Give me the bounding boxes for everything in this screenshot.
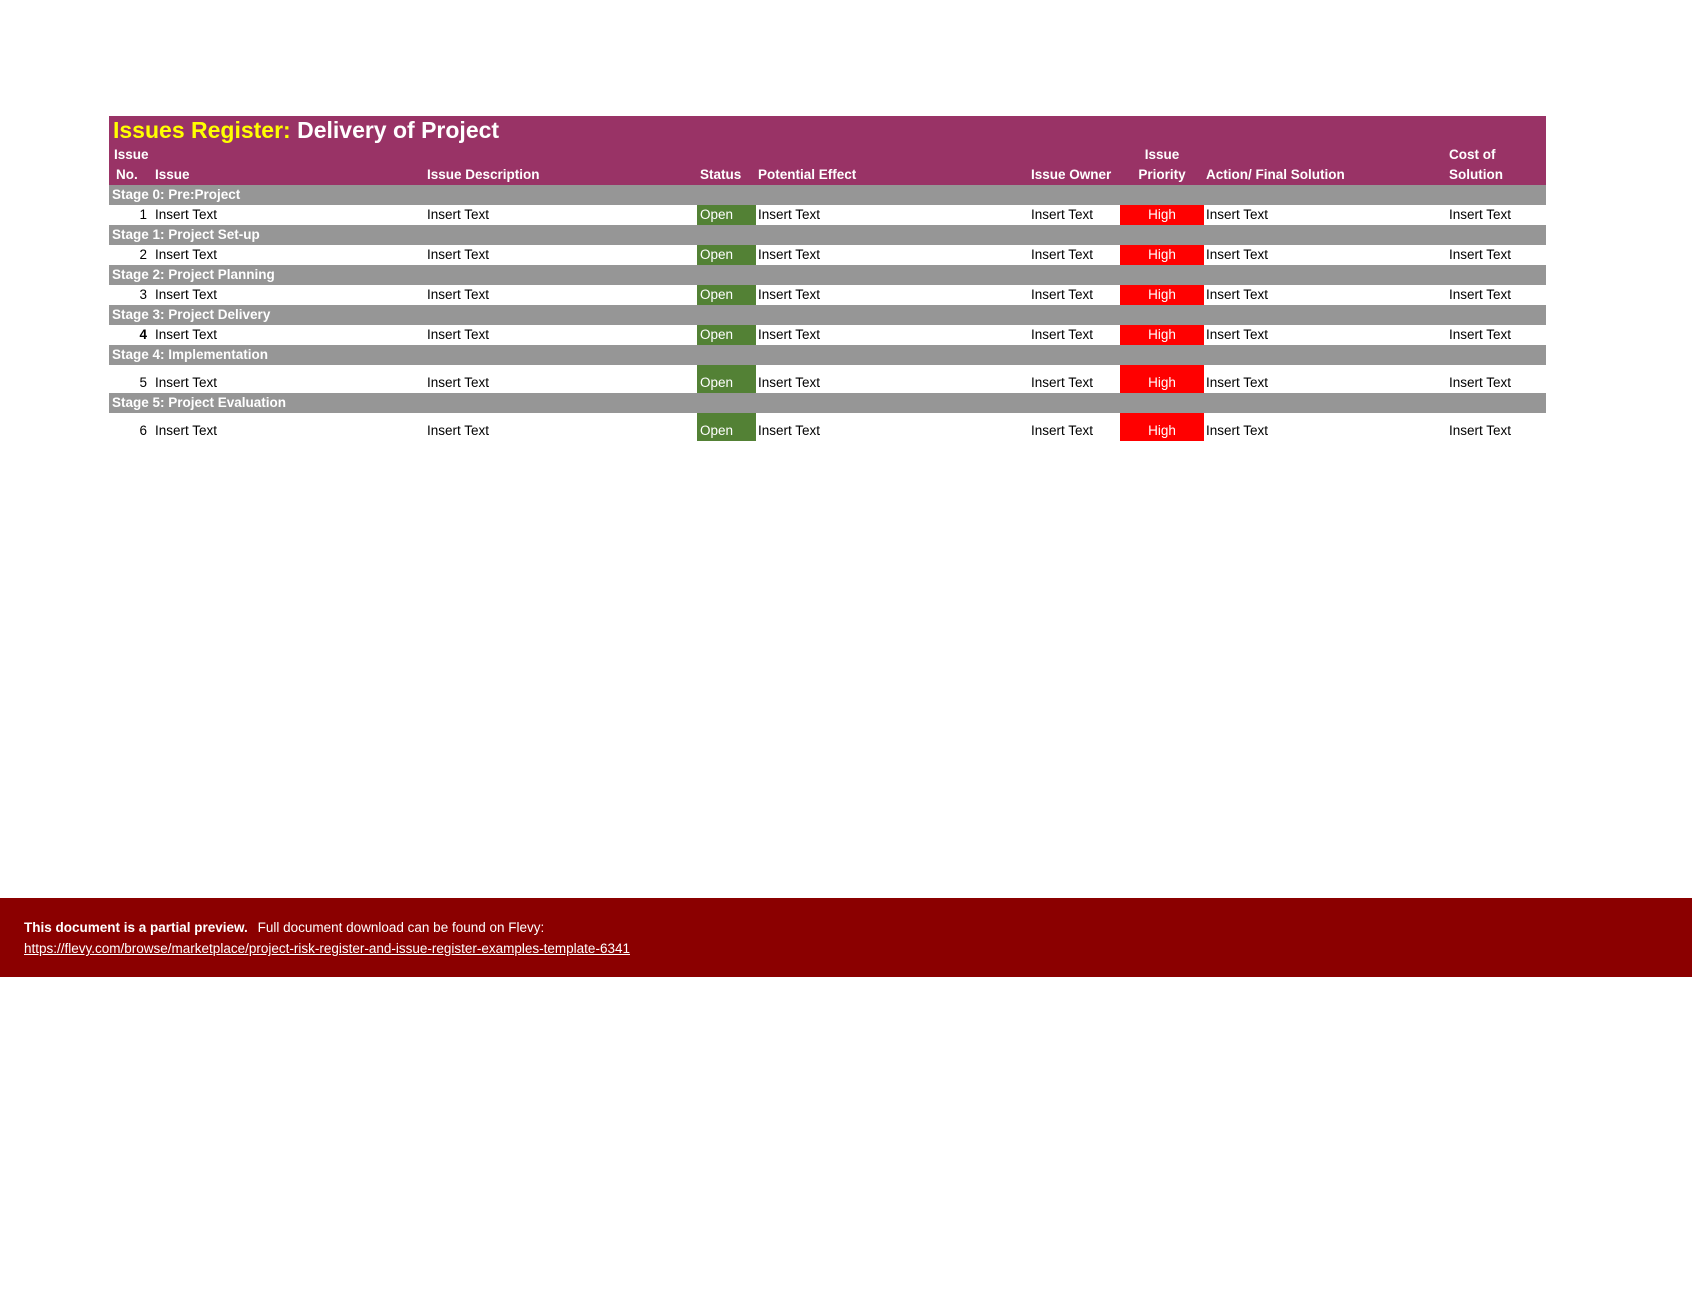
action-cell[interactable]: Insert Text (1206, 375, 1269, 390)
owner-cell[interactable]: Insert Text (1031, 287, 1094, 302)
table-row: 4 Insert Text Insert Text Open Insert Te… (109, 325, 1546, 345)
status-cell[interactable]: Open (697, 365, 756, 393)
description-cell[interactable]: Insert Text (427, 375, 490, 390)
cost-cell[interactable]: Insert Text (1449, 287, 1512, 302)
description-cell[interactable]: Insert Text (427, 287, 490, 302)
table-row: 6 Insert Text Insert Text Open Insert Te… (109, 413, 1546, 441)
status-text: Open (700, 375, 734, 390)
header-cost-of-solution: Cost of Solution (1449, 147, 1503, 182)
description-cell[interactable]: Insert Text (427, 207, 490, 222)
header-issue-priority: Issue Priority (1138, 147, 1186, 182)
cost-cell[interactable]: Insert Text (1449, 207, 1512, 222)
issue-no-cell: 2 (139, 247, 147, 262)
header-action-final-solution: Action/ Final Solution (1206, 167, 1345, 182)
preview-banner: This document is a partial preview. Full… (0, 898, 1692, 977)
priority-cell[interactable]: High (1120, 245, 1204, 265)
effect-cell[interactable]: Insert Text (758, 327, 821, 342)
cost-cell[interactable]: Insert Text (1449, 247, 1512, 262)
status-cell[interactable]: Open (697, 205, 756, 225)
header-status: Status (700, 167, 742, 182)
title-accent: Issues Register: (113, 117, 291, 143)
effect-cell[interactable]: Insert Text (758, 247, 821, 262)
owner-cell[interactable]: Insert Text (1031, 327, 1094, 342)
stage-row: Stage 0: Pre:Project (109, 185, 1546, 205)
cost-cell[interactable]: Insert Text (1449, 423, 1512, 438)
priority-cell[interactable]: High (1120, 365, 1204, 393)
table-row: 5 Insert Text Insert Text Open Insert Te… (109, 365, 1546, 393)
preview-notice-bold: This document is a partial preview. (24, 920, 248, 935)
priority-cell[interactable]: High (1120, 205, 1204, 225)
stage-row: Stage 4: Implementation (109, 345, 1546, 365)
preview-notice-text: Full document download can be found on F… (257, 920, 545, 935)
owner-cell[interactable]: Insert Text (1031, 375, 1094, 390)
column-header-row: Issue No. Issue Issue Description Status… (109, 145, 1546, 185)
issue-no-cell: 5 (139, 375, 147, 390)
table-row: 2 Insert Text Insert Text Open Insert Te… (109, 245, 1546, 265)
table-row: 3 Insert Text Insert Text Open Insert Te… (109, 285, 1546, 305)
description-cell[interactable]: Insert Text (427, 423, 490, 438)
stage-row: Stage 2: Project Planning (109, 265, 1546, 285)
status-cell[interactable]: Open (697, 325, 756, 345)
issues-register-table: Issues Register: Delivery of Project Iss… (109, 116, 1546, 441)
issue-cell[interactable]: Insert Text (155, 287, 218, 302)
table-row: 1 Insert Text Insert Text Open Insert Te… (109, 205, 1546, 225)
action-cell[interactable]: Insert Text (1206, 423, 1269, 438)
effect-cell[interactable]: Insert Text (758, 207, 821, 222)
stage-row: Stage 3: Project Delivery (109, 305, 1546, 325)
header-issue: Issue (155, 167, 190, 182)
effect-cell[interactable]: Insert Text (758, 287, 821, 302)
issue-cell[interactable]: Insert Text (155, 207, 218, 222)
owner-cell[interactable]: Insert Text (1031, 423, 1094, 438)
priority-cell[interactable]: High (1120, 285, 1204, 305)
priority-text: High (1148, 375, 1176, 390)
issue-no-cell: 6 (139, 423, 147, 438)
status-text: Open (700, 423, 734, 438)
header-potential-effect: Potential Effect (758, 167, 857, 182)
header-issue-owner: Issue Owner (1031, 167, 1112, 182)
priority-cell[interactable]: High (1120, 413, 1204, 441)
description-cell[interactable]: Insert Text (427, 327, 490, 342)
header-issue-no: Issue No. (114, 147, 149, 182)
action-cell[interactable]: Insert Text (1206, 247, 1269, 262)
cost-cell[interactable]: Insert Text (1449, 375, 1512, 390)
effect-cell[interactable]: Insert Text (758, 375, 821, 390)
issue-no-cell: 1 (139, 207, 147, 222)
issue-cell[interactable]: Insert Text (155, 247, 218, 262)
status-cell[interactable]: Open (697, 245, 756, 265)
cost-cell[interactable]: Insert Text (1449, 327, 1512, 342)
stage-row: Stage 5: Project Evaluation (109, 393, 1546, 413)
register-title: Issues Register: Delivery of Project (109, 116, 1546, 145)
issue-cell[interactable]: Insert Text (155, 423, 218, 438)
effect-cell[interactable]: Insert Text (758, 423, 821, 438)
action-cell[interactable]: Insert Text (1206, 287, 1269, 302)
flevy-download-link[interactable]: https://flevy.com/browse/marketplace/pro… (24, 941, 630, 956)
title-main: Delivery of Project (297, 117, 500, 143)
owner-cell[interactable]: Insert Text (1031, 207, 1094, 222)
description-cell[interactable]: Insert Text (427, 247, 490, 262)
priority-cell[interactable]: High (1120, 325, 1204, 345)
header-issue-description: Issue Description (427, 167, 540, 182)
action-cell[interactable]: Insert Text (1206, 327, 1269, 342)
issue-no-cell: 3 (139, 287, 147, 302)
status-cell[interactable]: Open (697, 413, 756, 441)
stage-row: Stage 1: Project Set-up (109, 225, 1546, 245)
preview-notice: This document is a partial preview. Full… (24, 920, 544, 935)
priority-text: High (1148, 423, 1176, 438)
issue-cell[interactable]: Insert Text (155, 327, 218, 342)
status-cell[interactable]: Open (697, 285, 756, 305)
issue-no-cell: 4 (139, 327, 147, 342)
issue-cell[interactable]: Insert Text (155, 375, 218, 390)
owner-cell[interactable]: Insert Text (1031, 247, 1094, 262)
action-cell[interactable]: Insert Text (1206, 207, 1269, 222)
